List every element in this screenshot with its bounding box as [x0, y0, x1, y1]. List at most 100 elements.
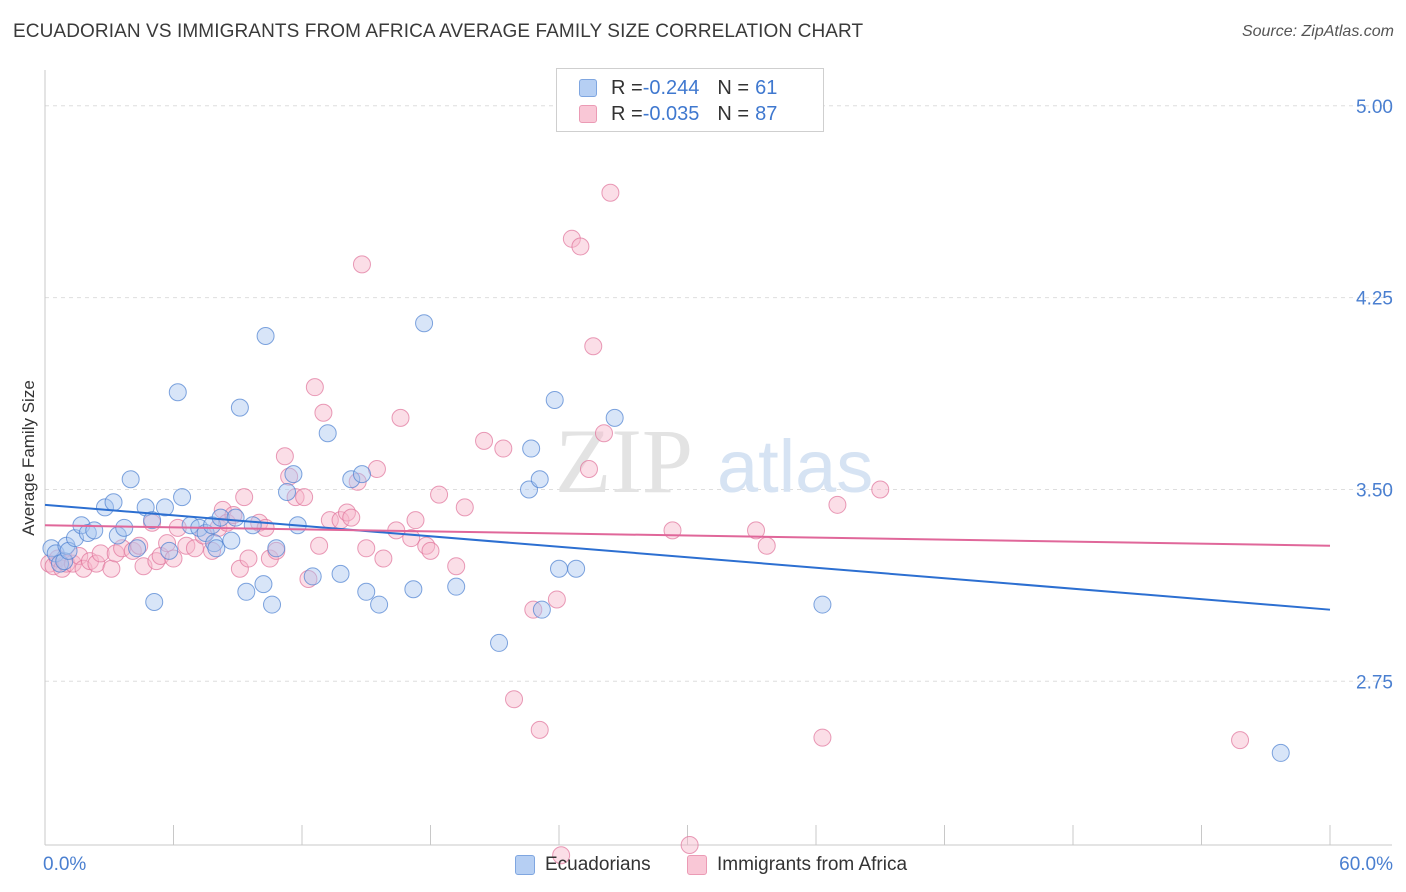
ecuadorian-point [267, 539, 286, 558]
ecuadorian-point [160, 541, 179, 560]
bottom-legend-ecuadorians: Ecuadorians [515, 852, 651, 878]
legend-n-value: 87 [755, 102, 778, 125]
africa-point [505, 690, 524, 709]
ecuadorian-point [143, 511, 162, 530]
legend-row-ecuadorians: R = -0.244 N = 61 [579, 75, 777, 101]
y-tick-label: 4.25 [1356, 289, 1393, 310]
ecuadorian-point [230, 398, 249, 417]
africa-point [447, 557, 466, 576]
watermark: ZIP atlas [555, 410, 873, 512]
x-tick-label: 0.0% [43, 854, 86, 875]
ecuadorian-point [237, 582, 256, 601]
legend-n-label: N = [717, 102, 750, 125]
legend-n-label: N = [717, 76, 750, 99]
ecuadorian-point [254, 575, 273, 594]
stats-legend: R = -0.244 N = 61 R = -0.035 N = 87 [556, 68, 824, 132]
ecuadorian-point [173, 488, 192, 507]
ecuadorian-point [522, 439, 541, 458]
ecuadorian-point [145, 593, 164, 612]
ecuadorian-point [263, 595, 282, 614]
africa-point [813, 728, 832, 747]
bottom-legend-label: Ecuadorians [545, 854, 651, 875]
ecuadorian-point [115, 518, 134, 537]
africa-point [430, 485, 449, 504]
legend-r-value: -0.244 [642, 76, 700, 99]
africa-point [342, 508, 361, 527]
africa-point [747, 521, 766, 540]
africa-point [275, 447, 294, 466]
africa-point [295, 488, 314, 507]
africa-point [352, 255, 371, 274]
legend-swatch-blue [579, 79, 597, 97]
africa-point [494, 439, 513, 458]
africa-point [579, 460, 598, 479]
africa-point [584, 337, 603, 356]
ecuadorian-point [256, 327, 275, 346]
bottom-legend-label: Immigrants from Africa [717, 854, 908, 875]
ecuadorian-point [318, 424, 337, 443]
africa-point [185, 539, 204, 558]
africa-point [239, 549, 258, 568]
ecuadorian-point [813, 595, 832, 614]
africa-point [455, 498, 474, 517]
ecuadorian-point [550, 559, 568, 578]
ecuadorian-point [55, 552, 74, 571]
africa-point [594, 424, 613, 443]
africa-point [367, 460, 386, 479]
ecuadorian-point [85, 521, 104, 540]
y-tick-label: 3.50 [1356, 480, 1393, 501]
legend-n-value: 61 [755, 76, 778, 99]
ecuadorian-point [222, 531, 241, 550]
source-label: Source: ZipAtlas.com [1241, 23, 1394, 40]
africa-point [757, 536, 776, 555]
africa-point [828, 495, 847, 514]
watermark-atlas: atlas [717, 425, 873, 508]
africa-point [571, 237, 590, 256]
africa-point [260, 549, 279, 568]
y-tick-labels: 5.00 4.25 3.50 2.75 [1356, 97, 1393, 693]
ecuadorian-point [303, 567, 322, 586]
africa-point [357, 539, 376, 558]
trend-lines [44, 503, 1331, 611]
ecuadorian-point [284, 465, 303, 484]
africa-point [305, 378, 324, 397]
legend-row-africa: R = -0.035 N = 87 [579, 101, 777, 127]
legend-r-label: R = [611, 76, 643, 99]
ecuadorian-point [352, 465, 371, 484]
africa-point [421, 541, 440, 560]
africa-point [530, 720, 549, 739]
ecuadorian-point [104, 493, 123, 512]
africa-point [680, 836, 699, 854]
y-tick-label: 5.00 [1356, 97, 1393, 118]
africa-point [310, 536, 329, 555]
bottom-legend-swatch-blue [515, 855, 535, 875]
x-tick-labels: 0.0% 60.0% [43, 854, 1393, 875]
africa-point [102, 559, 121, 578]
series-ecuadorians-points [42, 314, 1290, 762]
ecuadorian-point [605, 408, 624, 427]
bottom-legend-africa: Immigrants from Africa [687, 852, 907, 878]
ecuadorian-point [168, 383, 187, 402]
ecuadorian-trend-line [44, 503, 1331, 611]
ecuadorian-point [207, 539, 226, 558]
ecuadorian-point [532, 600, 551, 619]
ecuadorian-point [415, 314, 434, 333]
ecuadorian-point [530, 470, 549, 489]
series-africa-points [40, 183, 1250, 865]
ecuadorian-point [404, 580, 423, 599]
ecuadorian-point [121, 470, 140, 489]
africa-point [871, 480, 890, 499]
legend-r-value: -0.035 [642, 102, 700, 125]
ecuadorian-point [490, 633, 509, 652]
ecuadorian-point [567, 559, 586, 578]
legend-r-label: R = [611, 102, 643, 125]
ecuadorian-point [95, 498, 114, 517]
bottom-legend-swatch-pink [687, 855, 707, 875]
africa-point [406, 511, 425, 530]
ecuadorian-point [331, 564, 350, 583]
africa-point [1231, 731, 1250, 750]
africa-point [314, 403, 333, 422]
africa-point [475, 431, 494, 450]
ecuadorian-point [545, 390, 564, 409]
